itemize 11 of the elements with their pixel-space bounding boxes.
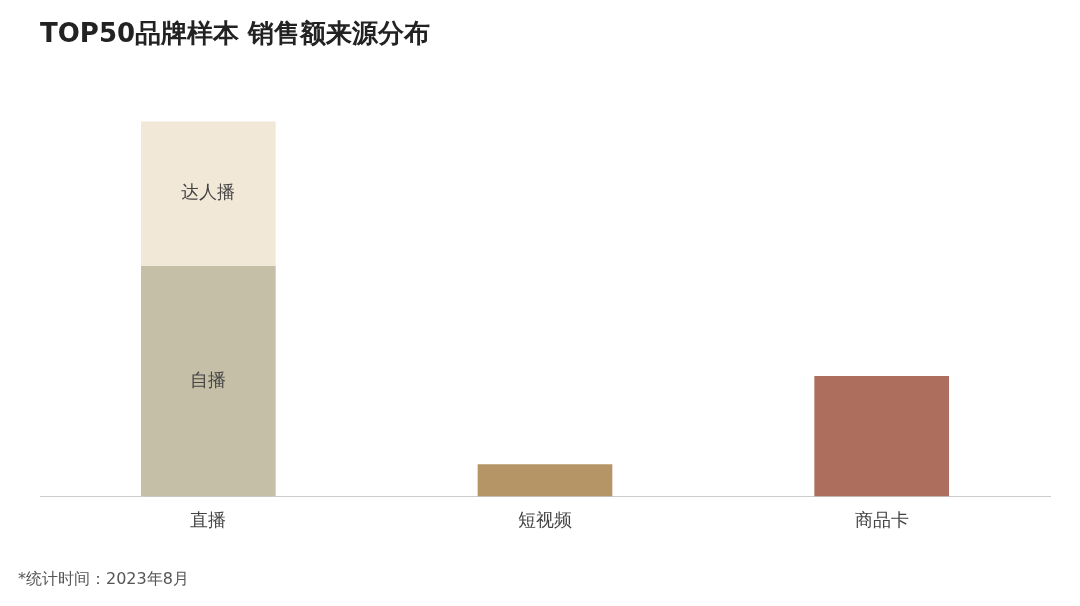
bar (477, 464, 613, 497)
series-label: 自播 (190, 368, 227, 390)
x-tick-label: 直播 (190, 508, 227, 530)
bar (814, 375, 949, 497)
bar (141, 266, 276, 497)
text: *统计时间：2023年8月 (18, 569, 189, 589)
x-tick-label: 商品卡 (854, 508, 909, 530)
series-label: 达人播 (181, 181, 236, 203)
chart-title: TOP50品牌样本 销售额来源分布 (40, 18, 431, 49)
bar (141, 121, 276, 267)
x-tick-label: 短视频 (518, 508, 572, 530)
